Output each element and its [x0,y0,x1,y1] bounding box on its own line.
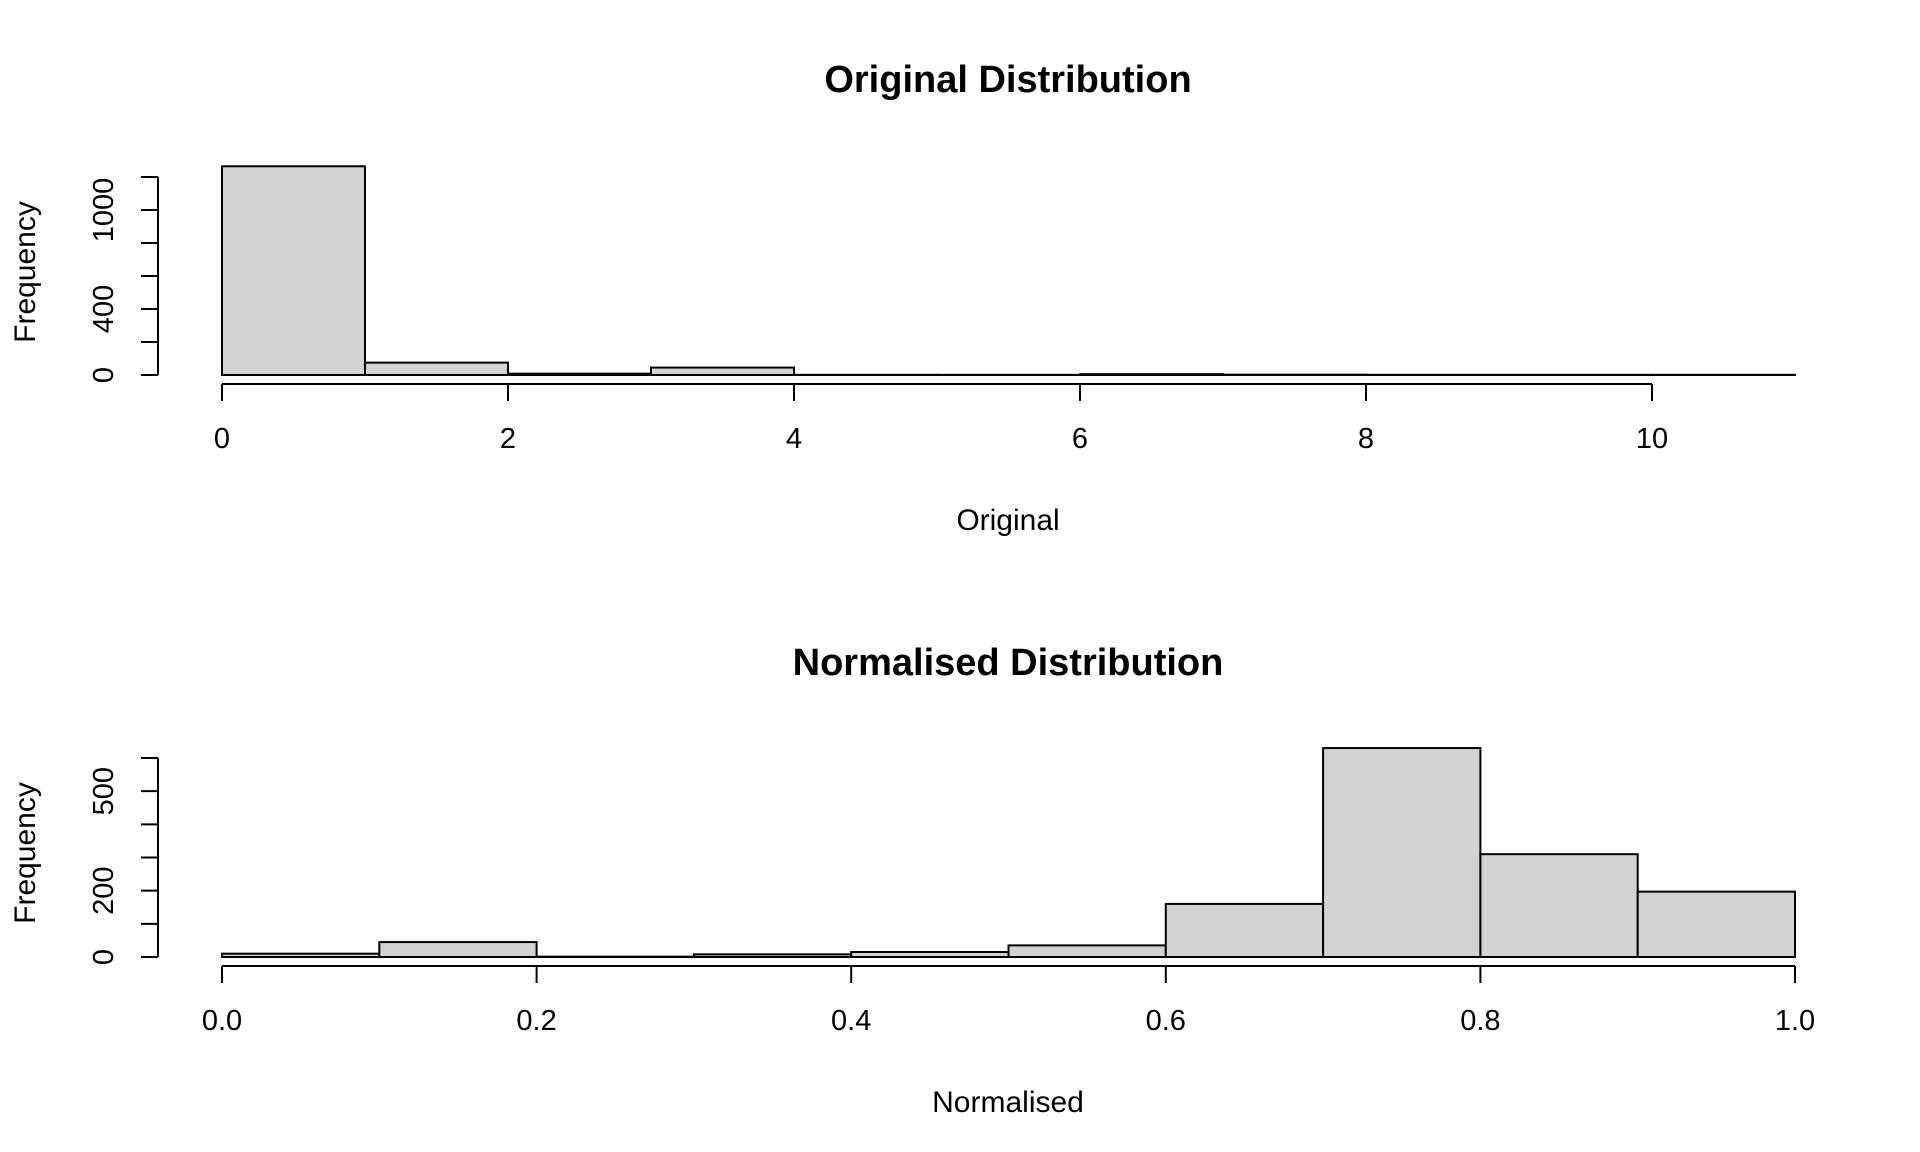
histogram-bar [1007,944,1167,958]
y-axis-label: Frequency [9,201,42,343]
histogram-bar [1479,853,1639,959]
histogram-bar [1636,890,1796,959]
y-tick-label: 0 [88,949,120,965]
chart-original: Original Distribution 0 2 4 6 8 10 0 400 1000 Or… [9,59,1796,537]
x-tick-label: 0 [214,423,230,455]
histogram-bar [378,941,538,959]
histogram-bar [364,361,509,376]
histogram-bar [1079,373,1224,376]
y-tick-label: 0 [88,367,120,383]
chart-title: Original Distribution [824,59,1191,101]
histogram-bar [221,952,381,959]
y-tick-label: 200 [88,866,120,914]
y-tick-label: 400 [88,285,120,333]
y-axis-label: Frequency [9,782,42,924]
histogram-bar [692,953,853,959]
histogram-bar [1164,902,1325,959]
histogram-bar [850,951,1010,959]
histogram-bar [507,372,652,376]
x-tick-label: 0.8 [1460,1005,1500,1037]
histogram-bar [650,366,795,377]
plot-area: 0.0 0.2 0.4 0.6 0.8 1.0 0 200 500 [88,747,1815,1037]
x-tick-label: 4 [786,423,802,455]
x-tick-label: 1.0 [1775,1005,1815,1037]
x-tick-label: 0.0 [202,1005,242,1037]
chart-title: Normalised Distribution [793,642,1224,684]
y-tick-label: 500 [88,767,120,815]
chart-normalised: Normalised Distribution 0.0 0.2 0.4 0.6 0.8 1… [9,642,1815,1119]
x-tick-label: 8 [1358,423,1374,455]
x-tick-label: 6 [1072,423,1088,455]
y-tick-label: 1000 [88,178,120,243]
x-tick-label: 0.2 [516,1005,556,1037]
x-tick-label: 10 [1636,423,1668,455]
plot-area: 0 2 4 6 8 10 0 400 1000 [88,165,1796,455]
histogram-bar [221,165,366,376]
histogram-bar [1322,747,1482,958]
x-axis-label: Original [956,504,1059,537]
x-tick-label: 0.4 [831,1005,871,1037]
x-axis-label: Normalised [932,1086,1084,1119]
x-tick-label: 2 [500,423,516,455]
x-tick-label: 0.6 [1146,1005,1186,1037]
